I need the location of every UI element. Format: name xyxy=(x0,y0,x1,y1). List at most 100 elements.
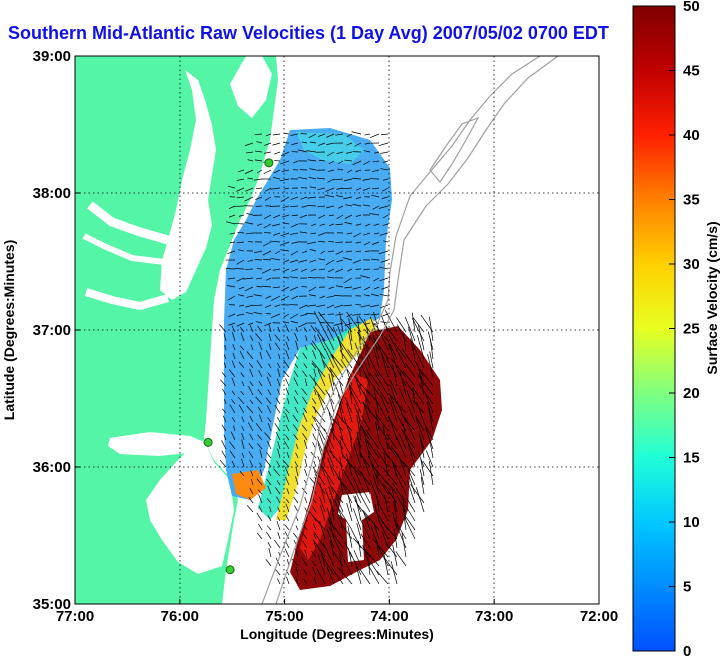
current-vector xyxy=(314,389,317,396)
current-vector xyxy=(335,268,344,273)
current-vector xyxy=(355,169,362,173)
current-vector xyxy=(326,529,335,549)
current-vector xyxy=(307,196,317,199)
current-vector xyxy=(247,259,254,262)
current-vector xyxy=(234,268,245,270)
current-vector xyxy=(224,344,227,351)
x-axis-ticks: 77:00 76:00 75:00 74:00 73:00 72:00 xyxy=(56,599,618,625)
current-vector xyxy=(304,453,308,459)
current-vector xyxy=(376,539,380,558)
current-vector xyxy=(337,325,344,342)
current-vector xyxy=(408,326,416,351)
current-vector xyxy=(357,409,362,432)
current-vector xyxy=(362,187,371,191)
current-vector xyxy=(278,354,281,360)
current-vector xyxy=(372,346,380,369)
current-vector xyxy=(373,277,380,282)
x-tick-label: 72:00 xyxy=(580,608,618,625)
current-vector xyxy=(343,304,353,307)
current-vector xyxy=(320,550,326,567)
current-vector xyxy=(311,550,317,558)
current-vector xyxy=(264,214,272,219)
current-vector xyxy=(239,326,245,333)
current-vector xyxy=(277,516,281,522)
current-vector xyxy=(354,142,362,147)
current-vector xyxy=(243,277,254,280)
current-vector xyxy=(401,533,407,558)
current-vector xyxy=(263,259,272,261)
velocity-gap xyxy=(338,492,374,562)
current-vector xyxy=(369,133,380,139)
current-vector xyxy=(256,478,263,486)
current-vector xyxy=(404,517,416,540)
current-vector xyxy=(374,373,389,396)
current-vector xyxy=(317,142,326,146)
current-vector xyxy=(265,559,272,567)
current-vector xyxy=(392,364,398,387)
current-vector xyxy=(317,456,326,477)
current-vector xyxy=(328,223,335,227)
current-vector xyxy=(384,323,398,342)
current-vector xyxy=(248,451,254,459)
current-vector xyxy=(327,518,344,540)
current-vector xyxy=(410,338,416,360)
current-vector xyxy=(360,533,371,549)
y-axis-ticks: 39:00 38:00 37:00 36:00 35:00 xyxy=(33,48,80,613)
current-vector xyxy=(363,294,371,297)
current-vector xyxy=(301,557,308,567)
current-vector xyxy=(373,522,380,540)
current-vector xyxy=(361,425,371,450)
current-vector xyxy=(327,250,335,252)
current-vector xyxy=(266,405,272,414)
current-vector xyxy=(365,430,380,450)
radar-site-marker xyxy=(225,565,235,575)
current-vector xyxy=(343,277,353,284)
current-vector xyxy=(285,435,290,441)
current-vector xyxy=(395,524,407,549)
current-vector xyxy=(276,480,281,486)
current-vector xyxy=(259,449,263,459)
current-vector xyxy=(390,358,407,378)
current-vector xyxy=(407,468,416,486)
current-vector xyxy=(393,528,398,549)
current-vector xyxy=(313,368,317,378)
current-vector xyxy=(284,548,290,558)
current-vector xyxy=(371,169,380,173)
current-vector xyxy=(371,241,380,245)
current-vector xyxy=(397,454,407,477)
current-vector xyxy=(284,531,290,540)
x-tick-label: 75:00 xyxy=(265,608,303,625)
current-vector xyxy=(415,417,425,441)
current-vector xyxy=(330,367,335,387)
current-vector xyxy=(246,295,254,298)
current-vector xyxy=(363,150,371,153)
current-vector xyxy=(267,422,272,432)
current-vector xyxy=(339,311,344,333)
current-vector xyxy=(352,313,362,316)
current-vector xyxy=(310,232,317,235)
current-vector xyxy=(225,221,236,225)
current-vector xyxy=(294,363,299,369)
current-vector xyxy=(244,169,254,175)
current-vector xyxy=(347,349,362,369)
current-vector xyxy=(285,378,290,387)
current-vector xyxy=(353,375,371,396)
current-vector xyxy=(352,203,362,207)
current-vector xyxy=(327,151,335,157)
current-vector xyxy=(270,240,281,243)
current-vector xyxy=(291,558,299,567)
current-vector xyxy=(363,318,371,342)
current-vector xyxy=(346,453,353,477)
current-vector xyxy=(419,469,425,486)
current-vector xyxy=(352,259,362,264)
current-vector xyxy=(266,277,272,281)
current-vector xyxy=(249,459,254,468)
current-vector xyxy=(231,377,236,387)
current-vector xyxy=(342,558,353,576)
current-vector xyxy=(397,324,407,342)
page-title: Southern Mid-Atlantic Raw Velocities (1 … xyxy=(8,23,609,43)
current-vector xyxy=(295,443,299,450)
current-vector xyxy=(311,223,317,227)
current-vector xyxy=(414,359,425,378)
